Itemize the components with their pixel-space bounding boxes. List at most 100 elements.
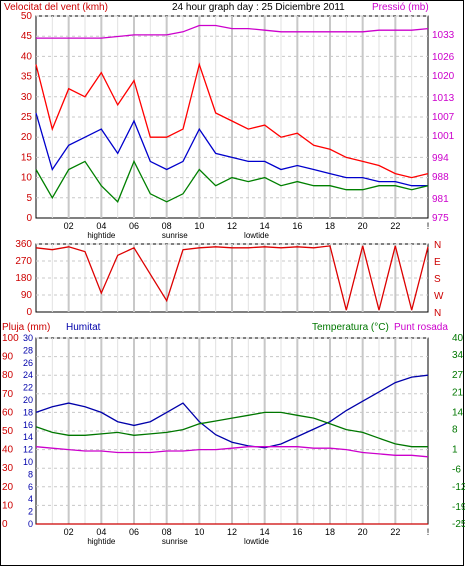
rain-tick-label: 60 <box>2 407 14 418</box>
temperature-tick-label: -12 <box>452 482 465 493</box>
x-tick-label: 10 <box>194 527 204 537</box>
x-tick-label: 06 <box>129 527 139 537</box>
compass-label: N <box>434 240 441 251</box>
temperature-tick-label: -19 <box>452 502 465 513</box>
humidity-line <box>35 374 429 449</box>
compass-label: S <box>434 274 441 285</box>
y-tick-label: 45 <box>21 31 33 42</box>
rain-tick-label: 70 <box>2 389 14 400</box>
temperature-tick-label: 8 <box>452 425 458 436</box>
x-event-label: sunrise <box>162 537 188 546</box>
temperature-tick-label: 14 <box>452 407 464 418</box>
temperature-tick-label: 40 <box>452 333 464 344</box>
rain-tick-label: 80 <box>2 370 14 381</box>
y2-tick-label: 981 <box>432 194 449 205</box>
pressure-line <box>36 24 429 39</box>
y2-tick-label: 988 <box>432 172 449 183</box>
x-tick-label: 08 <box>162 221 172 231</box>
x-tick-label: 12 <box>227 527 237 537</box>
x-tick-label: 04 <box>96 221 106 231</box>
humidity-tick-label: 24 <box>23 370 33 380</box>
rain-tick-label: 10 <box>2 500 14 511</box>
rain-tick-label: 40 <box>2 445 14 456</box>
x-tick-label: 02 <box>64 221 74 231</box>
x-tick-label: 12 <box>227 221 237 231</box>
wind-minimum-line <box>35 159 429 203</box>
humidity-tick-label: 4 <box>28 494 33 504</box>
rain-label: Pluja (mm) <box>2 322 50 333</box>
y-tick-label: 15 <box>21 152 33 163</box>
y2-tick-label: 1001 <box>432 131 455 142</box>
humidity-tick-label: 16 <box>23 420 33 430</box>
temperature-label: Temperatura (°C) <box>312 322 389 333</box>
y-tick-label: 10 <box>21 173 33 184</box>
rain-tick-label: 30 <box>2 463 14 474</box>
direction-tick-label: 180 <box>15 273 32 284</box>
wind-gust-line <box>35 62 429 179</box>
humidity-label: Humitat <box>66 322 101 333</box>
x-tick-label: ! <box>427 221 430 231</box>
temperature-tick-label: 27 <box>452 370 464 381</box>
humidity-tick-label: 28 <box>23 345 33 355</box>
dewpoint-line <box>35 446 429 458</box>
x-tick-label: 14 <box>260 221 270 231</box>
x-tick-label: 22 <box>390 527 400 537</box>
x-tick-label: 16 <box>292 221 302 231</box>
humidity-tick-label: 14 <box>23 432 33 442</box>
x-tick-label: 08 <box>162 527 172 537</box>
y-tick-label: 35 <box>21 72 33 83</box>
y-tick-label: 5 <box>26 193 32 204</box>
y2-tick-label: 1013 <box>432 93 455 104</box>
rain-tick-label: 90 <box>2 352 14 363</box>
y-tick-label: 50 <box>21 11 33 22</box>
x-tick-label: 16 <box>292 527 302 537</box>
x-tick-label: 14 <box>260 527 270 537</box>
x-tick-label: 20 <box>358 221 368 231</box>
x-event-label: lowtide <box>244 231 269 240</box>
temperature-tick-label: -25 <box>452 519 465 530</box>
compass-label: N <box>434 308 441 319</box>
wind-direction-line <box>35 245 429 311</box>
humidity-tick-label: 30 <box>23 333 33 343</box>
y-tick-label: 0 <box>26 213 32 224</box>
x-tick-label: 22 <box>390 221 400 231</box>
y-tick-label: 40 <box>21 51 33 62</box>
y-tick-label: 25 <box>21 112 33 123</box>
x-tick-label: 06 <box>129 221 139 231</box>
temperature-tick-label: 1 <box>452 445 458 456</box>
y2-tick-label: 1026 <box>432 52 455 63</box>
direction-tick-label: 90 <box>21 290 33 301</box>
humidity-tick-label: 18 <box>23 407 33 417</box>
compass-label: W <box>434 291 444 302</box>
humidity-tick-label: 26 <box>23 358 33 368</box>
rain-tick-label: 100 <box>2 333 19 344</box>
direction-tick-label: 360 <box>15 239 32 250</box>
humidity-tick-label: 8 <box>28 469 33 479</box>
humidity-tick-label: 10 <box>23 457 33 467</box>
x-tick-label: 18 <box>325 527 335 537</box>
rain-tick-label: 20 <box>2 482 14 493</box>
x-event-label: hightide <box>87 231 116 240</box>
temperature-line <box>35 411 428 448</box>
x-event-label: sunrise <box>162 231 188 240</box>
y2-tick-label: 975 <box>432 213 449 224</box>
humidity-tick-label: 6 <box>28 482 33 492</box>
temperature-tick-label: 21 <box>452 387 464 398</box>
y-tick-label: 20 <box>21 132 33 143</box>
temperature-tick-label: 34 <box>452 350 464 361</box>
x-tick-label: 04 <box>96 527 106 537</box>
dewpoint-label: Punt rosada <box>394 322 448 333</box>
chart-title: 24 hour graph day : 25 Diciembre 2011 <box>172 2 345 13</box>
x-tick-label: 20 <box>358 527 368 537</box>
y2-tick-label: 1020 <box>432 71 455 82</box>
x-event-label: hightide <box>87 537 116 546</box>
x-event-label: lowtide <box>244 537 269 546</box>
y2-tick-label: 1007 <box>432 112 455 123</box>
humidity-tick-label: 22 <box>23 383 33 393</box>
rain-humidity-temperature-panel: 0102030405060708090100024681012141618202… <box>2 333 465 546</box>
direction-tick-label: 270 <box>15 256 32 267</box>
compass-label: E <box>434 257 441 268</box>
rain-tick-label: 50 <box>2 426 14 437</box>
